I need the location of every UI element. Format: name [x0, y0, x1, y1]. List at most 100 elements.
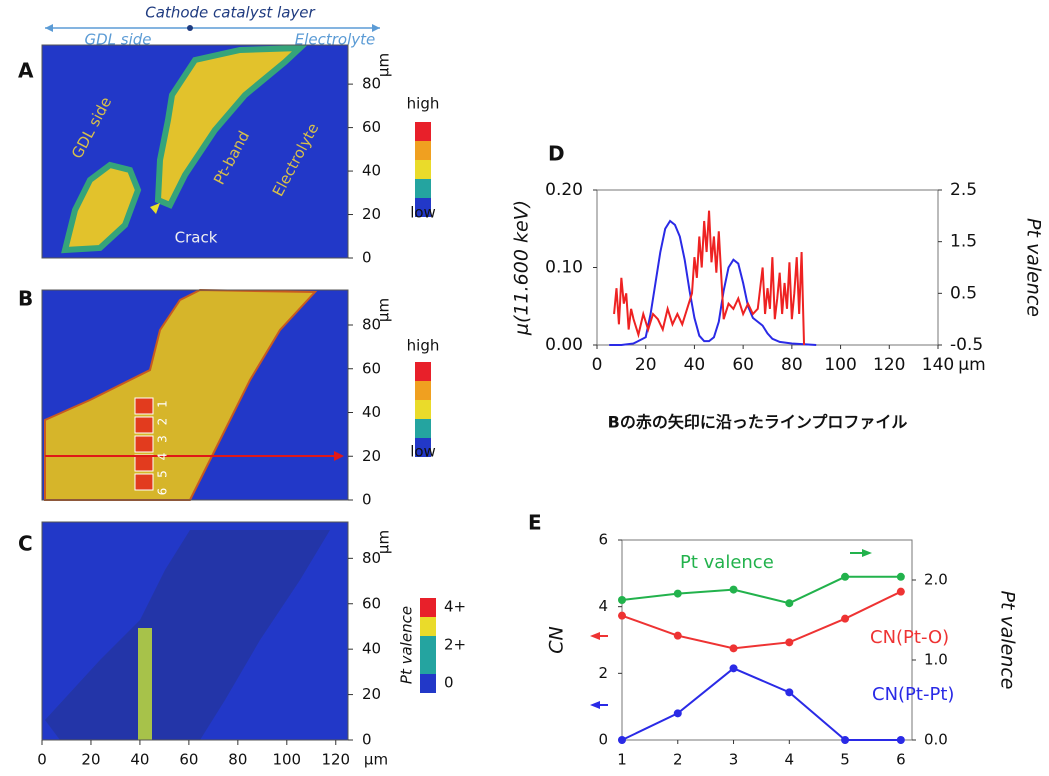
header-title: Cathode catalyst layer: [145, 4, 315, 22]
crack-arrow: [150, 203, 160, 214]
y-tick-label: 0: [362, 249, 372, 267]
frame: [41, 521, 349, 741]
point: [618, 736, 626, 744]
x-tick-label: 0: [592, 355, 603, 375]
arrow-head: [334, 451, 344, 461]
frame: [41, 289, 349, 501]
y-tick-label: 20: [362, 685, 381, 703]
panel-letter: B: [18, 287, 33, 311]
panel-letter: E: [528, 511, 542, 535]
x-tick-label: 6: [896, 751, 906, 769]
x-tick-label: 40: [684, 355, 706, 375]
point: [785, 688, 794, 697]
y-tick-label: 0: [362, 491, 372, 509]
point: [729, 644, 738, 653]
y-tick-label: 20: [362, 205, 381, 223]
arrow-head: [45, 24, 53, 32]
point-number: 3: [156, 435, 170, 443]
series-label: CN(Pt-O): [870, 627, 949, 648]
arrow-head: [372, 24, 380, 32]
y-axis-label: CN: [546, 626, 568, 653]
x-tick-label: 140: [922, 355, 954, 375]
point: [896, 736, 905, 744]
y-tick-label: 0: [598, 731, 608, 749]
series-label: Pt valence: [680, 552, 774, 573]
caption: Bの赤の矢印に沿ったラインプロファイル: [608, 413, 908, 432]
point: [729, 585, 738, 594]
y2-tick-label: 1.5: [950, 232, 977, 252]
point: [896, 572, 905, 581]
x-tick-label: 100: [824, 355, 856, 375]
colorbar-label: 4+: [444, 598, 466, 616]
series-line: [621, 667, 901, 741]
x-tick-label: 2: [673, 751, 683, 769]
colorbar-title: Pt valence: [398, 606, 416, 684]
x-tick-label: 4: [785, 751, 795, 769]
y-tick-label: 0.00: [545, 335, 583, 355]
y-tick-label: 80: [362, 549, 381, 567]
x-tick-label: 40: [130, 751, 149, 769]
valence-stripe: [138, 628, 152, 740]
point: [841, 572, 850, 581]
y-unit: µm: [375, 298, 393, 322]
y2-axis-label: Pt valence: [997, 591, 1019, 690]
y-tick-label: 0.20: [545, 180, 583, 200]
x-unit: µm: [958, 355, 985, 375]
x-unit: µm: [364, 751, 388, 769]
x-tick-label: 3: [729, 751, 739, 769]
point-number: 2: [156, 418, 170, 426]
point-number: 4: [156, 453, 170, 461]
red-squares: [134, 397, 154, 491]
point: [673, 709, 682, 718]
colorbar-label: high: [407, 95, 440, 113]
series-line: [613, 210, 806, 346]
y-tick-label: 20: [362, 447, 381, 465]
series-line: [609, 219, 817, 346]
frame: [41, 44, 349, 259]
x-tick-label: 20: [81, 751, 100, 769]
series-line: [621, 575, 901, 605]
y-tick-label: 60: [362, 359, 381, 377]
y-tick-label: 40: [362, 403, 381, 421]
x-tick-label: 1: [617, 751, 627, 769]
point: [729, 664, 738, 673]
colorbar-label: 0: [444, 674, 454, 692]
series-line: [621, 590, 902, 650]
x-tick-label: 100: [272, 751, 301, 769]
pt-band: [61, 161, 142, 254]
point: [618, 596, 626, 604]
y-tick-label: 4: [598, 597, 608, 615]
y2-tick-label: 1.0: [924, 651, 948, 669]
point: [673, 631, 682, 640]
colorbar-label: low: [410, 204, 436, 222]
point-number: 5: [156, 470, 170, 478]
axis-arrow: [862, 549, 872, 557]
colorbar: [420, 598, 436, 693]
x-tick-label: 120: [321, 751, 350, 769]
header-right: Electrolyte: [295, 31, 376, 49]
series-label: CN(Pt-Pt): [872, 684, 954, 705]
pt-band: [154, 44, 308, 209]
point-number: 6: [156, 488, 170, 496]
x-tick-label: 60: [732, 355, 754, 375]
x-tick-label: 80: [228, 751, 247, 769]
point-number: 1: [156, 400, 170, 408]
x-tick-label: 5: [840, 751, 850, 769]
divider-dot: [187, 25, 193, 31]
axis-arrow: [590, 701, 600, 709]
colorbar-label: low: [410, 443, 436, 461]
panel-letter: C: [18, 532, 33, 556]
y-tick-label: 2: [598, 664, 608, 682]
dotted-band: [45, 530, 330, 740]
panel-letter: D: [548, 142, 565, 166]
y-tick-label: 40: [362, 640, 381, 658]
pt-band: [44, 288, 318, 501]
y-tick-label: 80: [362, 316, 381, 334]
y-tick-label: 60: [362, 594, 381, 612]
y-axis-label: μ(11.600 keV): [511, 200, 533, 336]
y-tick-label: 0.10: [545, 258, 583, 278]
point: [618, 611, 626, 620]
panel-letter: A: [18, 59, 34, 83]
x-tick-label: 60: [179, 751, 198, 769]
